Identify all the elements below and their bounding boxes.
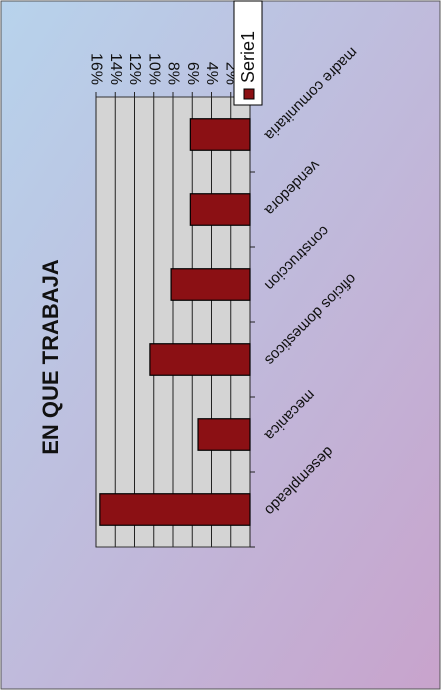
x-tick-label: 4% <box>203 62 220 85</box>
chart-title: EN QUE TRABAJA <box>38 259 63 455</box>
bar <box>170 268 251 301</box>
x-tick-label: 12% <box>126 53 143 85</box>
x-tick-label: 10% <box>145 53 162 85</box>
bar <box>149 343 251 376</box>
bar <box>189 193 251 226</box>
x-tick-label: 14% <box>107 53 124 85</box>
bar <box>99 493 251 526</box>
x-tick-label: 6% <box>184 62 201 85</box>
x-tick-label: 16% <box>88 53 105 85</box>
legend-swatch <box>243 88 255 100</box>
bar <box>189 118 251 151</box>
x-tick-label: 8% <box>165 62 182 85</box>
legend-label: Serie1 <box>238 31 258 83</box>
bar <box>197 418 251 451</box>
legend <box>233 0 263 106</box>
